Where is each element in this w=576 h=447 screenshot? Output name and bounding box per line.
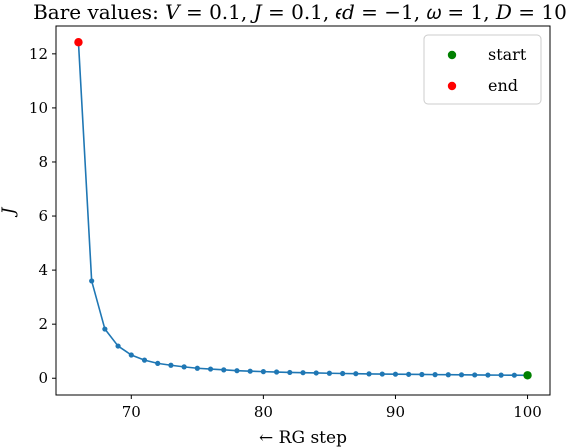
- data-point: [221, 367, 227, 373]
- legend-start-label: start: [488, 45, 527, 64]
- data-point: [406, 371, 412, 377]
- data-point: [379, 371, 385, 377]
- end-marker: [74, 38, 83, 47]
- data-point: [168, 362, 174, 368]
- y-tick-label: 6: [38, 207, 48, 225]
- data-point: [511, 372, 517, 378]
- plot-frame: [55, 25, 551, 396]
- data-point: [273, 369, 280, 375]
- x-axis-label: ← RG step: [259, 428, 347, 447]
- legend-end-marker: [447, 81, 457, 91]
- y-tick-label: 8: [38, 153, 48, 171]
- data-point: [128, 352, 134, 358]
- y-axis-label: J: [0, 206, 19, 217]
- start-marker: [523, 371, 532, 380]
- data-point: [115, 343, 121, 349]
- plot-area: [74, 38, 532, 380]
- data-point: [366, 371, 372, 377]
- data-point: [260, 369, 266, 375]
- data-point: [102, 326, 108, 332]
- legend-end-label: end: [488, 76, 518, 95]
- y-tick-label: 4: [38, 261, 48, 279]
- data-point: [392, 371, 399, 377]
- data-point: [247, 368, 253, 374]
- data-point: [340, 370, 346, 377]
- legend-start-marker: [447, 50, 457, 60]
- data-point: [485, 372, 491, 378]
- x-tick-label: 100: [513, 403, 542, 421]
- data-point: [313, 370, 319, 376]
- data-point: [498, 372, 504, 378]
- axis-ticks: 70 80 90 100 0 2 4 6 8 10 12: [29, 45, 542, 421]
- data-point: [432, 372, 438, 378]
- data-point: [89, 278, 95, 284]
- data-point: [155, 360, 161, 366]
- x-tick-label: 90: [386, 403, 405, 421]
- data-point: [181, 364, 187, 370]
- y-tick-label: 10: [29, 99, 48, 117]
- chart-title: Bare values: 𝑉 = 0.1, 𝐽 = 0.1, 𝜖𝑑 = −1, …: [33, 0, 567, 24]
- data-point: [472, 372, 478, 378]
- y-tick-label: 12: [29, 45, 48, 63]
- data-point: [326, 370, 333, 376]
- x-tick-label: 80: [254, 403, 273, 421]
- data-point: [234, 368, 240, 374]
- data-point: [445, 372, 451, 378]
- y-tick-label: 2: [38, 315, 48, 333]
- data-point: [207, 366, 214, 372]
- x-tick-label: 70: [122, 403, 141, 421]
- legend: start end: [423, 34, 542, 105]
- data-point: [419, 371, 425, 378]
- data-point: [353, 371, 359, 377]
- data-point: [300, 370, 306, 376]
- data-point: [287, 369, 293, 376]
- y-tick-label: 0: [38, 369, 48, 387]
- data-point: [141, 357, 148, 363]
- data-point: [458, 372, 465, 378]
- data-point: [194, 365, 200, 371]
